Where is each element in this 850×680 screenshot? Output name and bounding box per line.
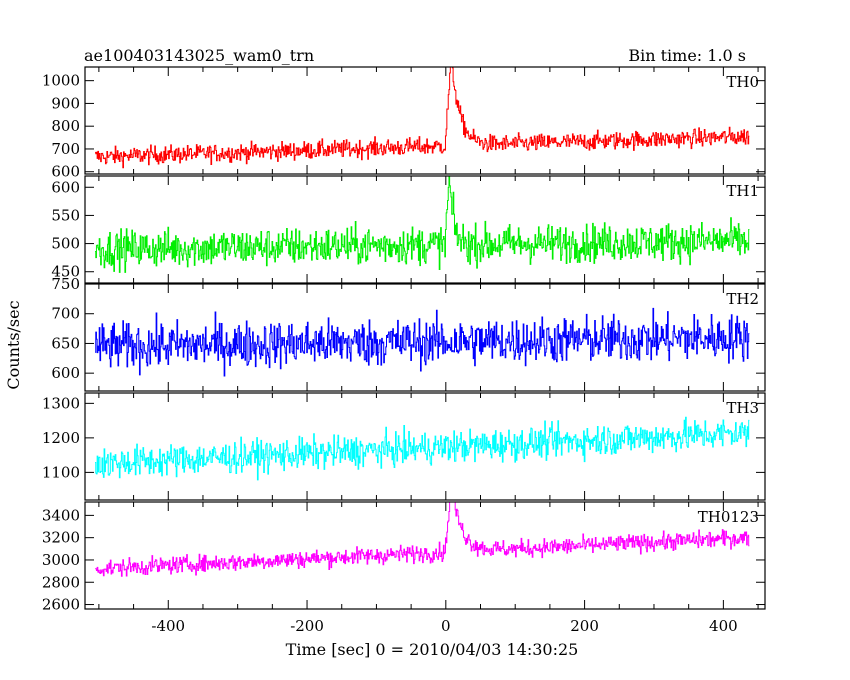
series-line-th2 bbox=[95, 307, 750, 377]
y-tick-label: 700 bbox=[51, 140, 80, 158]
panel-frame bbox=[84, 392, 766, 501]
y-axis-label: Counts/sec bbox=[4, 300, 23, 389]
y-tick-label: 600 bbox=[51, 163, 80, 181]
y-tick-label: 750 bbox=[51, 275, 80, 293]
y-tick-label: 1200 bbox=[42, 429, 80, 447]
y-tick-label: 1300 bbox=[42, 394, 80, 412]
series-line-th0 bbox=[95, 67, 750, 169]
y-tick-label: 550 bbox=[51, 206, 80, 224]
panel-frame bbox=[84, 66, 766, 175]
panel-th1: 450 500 550 600 TH1 bbox=[51, 175, 766, 284]
y-tick-label: 600 bbox=[51, 178, 80, 196]
panel-th2: 600 650 700 750 TH2 bbox=[51, 275, 766, 392]
series-line-th3 bbox=[95, 416, 750, 481]
x-tick-label: -200 bbox=[290, 617, 324, 635]
panel-th0: 600 700 800 900 1000 TH0 bbox=[42, 66, 766, 181]
bin-time-label: Bin time: 1.0 s bbox=[628, 46, 746, 65]
y-tick-label: 2800 bbox=[42, 573, 80, 591]
y-tick-label: 900 bbox=[51, 94, 80, 112]
series-line-th0123 bbox=[95, 502, 750, 577]
y-tick-label: 3400 bbox=[42, 506, 80, 524]
panel-label: TH0 bbox=[726, 73, 759, 91]
y-tick-label: 650 bbox=[51, 334, 80, 352]
panels-group: 600 700 800 900 1000 TH0 450 500 550 600 TH1 600 650… bbox=[42, 66, 766, 635]
y-tick-label: 2600 bbox=[42, 596, 80, 614]
y-tick-label: 500 bbox=[51, 235, 80, 253]
panel-label: TH3 bbox=[726, 399, 759, 417]
y-tick-label: 3000 bbox=[42, 551, 80, 569]
panel-label: TH0123 bbox=[698, 508, 759, 526]
y-tick-label: 450 bbox=[51, 263, 80, 281]
panel-frame bbox=[84, 283, 766, 392]
chart-title: ae100403143025_wam0_trn bbox=[84, 46, 314, 65]
y-tick-label: 800 bbox=[51, 117, 80, 135]
y-tick-label: 1000 bbox=[42, 72, 80, 90]
x-axis-label: Time [sec] 0 = 2010/04/03 14:30:25 bbox=[286, 640, 579, 659]
x-tick-label: 0 bbox=[441, 617, 451, 635]
x-tick-label: 400 bbox=[709, 617, 738, 635]
panel-th0123: 2600 2800 3000 3200 3400 TH0123 bbox=[42, 501, 766, 614]
x-tick-label: 200 bbox=[570, 617, 599, 635]
series-line-th1 bbox=[95, 176, 750, 273]
panel-frame bbox=[84, 501, 766, 610]
y-tick-label: 3200 bbox=[42, 529, 80, 547]
panel-label: TH1 bbox=[726, 182, 759, 200]
y-tick-label: 700 bbox=[51, 305, 80, 323]
panel-label: TH2 bbox=[726, 290, 759, 308]
x-tick-label: -400 bbox=[151, 617, 185, 635]
panel-th3: 1100 1200 1300 TH3 bbox=[42, 392, 766, 501]
y-tick-label: 1100 bbox=[42, 463, 80, 481]
y-tick-label: 600 bbox=[51, 364, 80, 382]
panel-frame bbox=[84, 175, 766, 284]
